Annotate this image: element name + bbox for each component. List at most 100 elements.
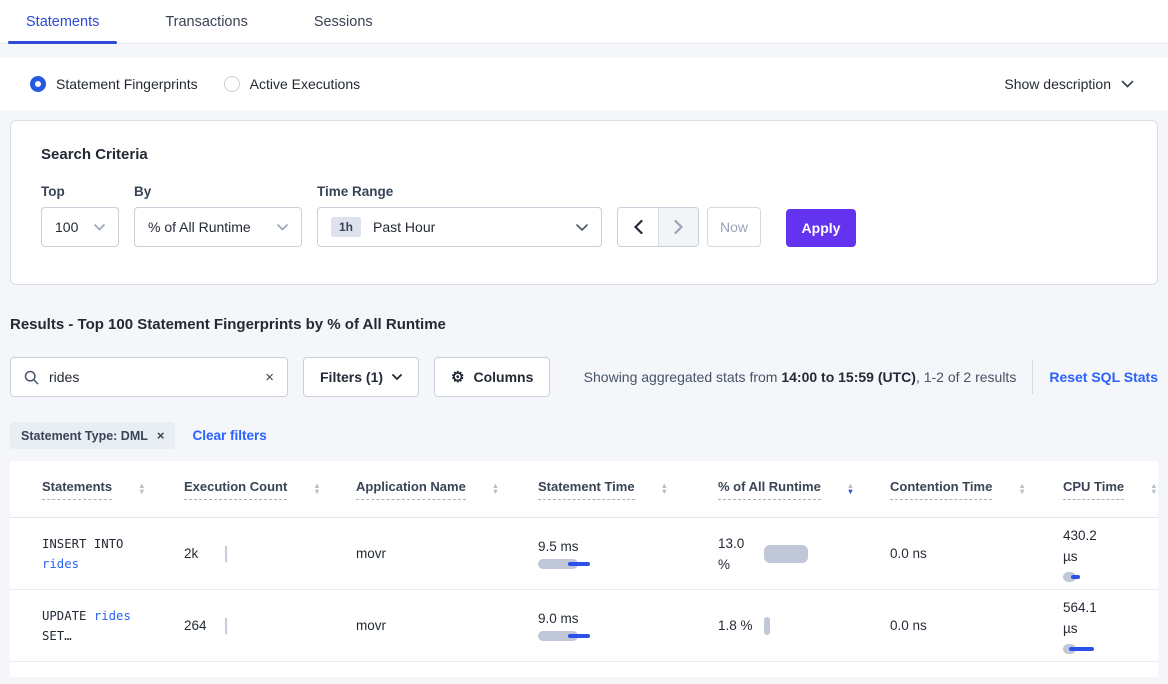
- statement-link[interactable]: rides: [42, 556, 80, 571]
- sort-icon[interactable]: ▲ ▼: [491, 480, 500, 496]
- view-radio-group: Statement Fingerprints Active Executions: [30, 76, 360, 92]
- by-select[interactable]: % of All Runtime: [134, 207, 302, 247]
- table-row: UPDATE rides SET… 264 movr 9.0 ms 1.8 % …: [10, 590, 1158, 662]
- cpu-time-bar: [1063, 572, 1158, 582]
- column-header-statement-time[interactable]: Statement Time ▲ ▼: [538, 479, 718, 500]
- sort-icon[interactable]: ▲ ▼: [1018, 480, 1026, 496]
- aggregated-stats-text: Showing aggregated stats from 14:00 to 1…: [584, 369, 1017, 385]
- radio-statement-fingerprints-label: Statement Fingerprints: [56, 76, 198, 92]
- filter-chip-row: Statement Type: DML × Clear filters: [10, 422, 1168, 449]
- chevron-down-icon: [392, 374, 402, 380]
- filters-button-label: Filters (1): [320, 369, 384, 385]
- statement-time-cell: 9.5 ms: [538, 539, 718, 569]
- statements-table: Statements ▲ ▼ Execution Count ▲ ▼ Applica…: [10, 461, 1158, 677]
- chevron-down-icon: [94, 223, 105, 231]
- cpu-time-cell: 430.2 µs: [1063, 525, 1158, 582]
- columns-button[interactable]: ⚙ Columns: [434, 357, 551, 397]
- time-range-label: Time Range: [317, 184, 394, 199]
- column-header-application-name[interactable]: Application Name ▲ ▼: [356, 479, 538, 500]
- columns-button-label: Columns: [473, 369, 534, 385]
- previous-time-window-button[interactable]: [618, 208, 658, 246]
- search-input[interactable]: [49, 369, 266, 385]
- statement-fingerprint-cell: INSERT INTO rides: [42, 536, 124, 571]
- by-select-value: % of All Runtime: [148, 219, 251, 235]
- sort-icon-active-desc[interactable]: ▲ ▼: [846, 480, 855, 496]
- sort-icon[interactable]: ▲ ▼: [1150, 480, 1158, 496]
- tab-statements[interactable]: Statements: [8, 0, 118, 44]
- column-header-execution-count[interactable]: Execution Count ▲ ▼: [184, 479, 356, 500]
- chevron-down-icon: [576, 223, 588, 231]
- execution-count-bar: [225, 617, 227, 634]
- results-toolbar: × Filters (1) ⚙ Columns Showing aggregat…: [10, 357, 1158, 397]
- time-range-badge: 1h: [331, 217, 362, 237]
- statement-time-bar: [538, 558, 718, 569]
- filter-chip-statement-type[interactable]: Statement Type: DML ×: [10, 422, 176, 449]
- divider: [1032, 360, 1034, 394]
- cpu-time-cell: 564.1 µs: [1063, 597, 1158, 654]
- remove-filter-icon[interactable]: ×: [156, 428, 165, 443]
- application-name-cell: movr: [356, 618, 386, 633]
- contention-time-cell: 0.0 ns: [890, 546, 927, 561]
- search-criteria-title: Search Criteria: [41, 146, 148, 163]
- top-select[interactable]: 100: [41, 207, 119, 247]
- statement-search-box[interactable]: ×: [10, 357, 288, 397]
- show-description-toggle[interactable]: Show description: [1004, 76, 1134, 92]
- execution-count-bar: [225, 545, 227, 562]
- table-header-row: Statements ▲ ▼ Execution Count ▲ ▼ Applica…: [10, 461, 1158, 518]
- by-field: By % of All Runtime: [134, 184, 302, 247]
- results-heading: Results - Top 100 Statement Fingerprints…: [10, 316, 446, 333]
- sql-activity-tabbar: Statements Transactions Sessions: [0, 0, 1168, 44]
- top-select-value: 100: [55, 219, 79, 235]
- statement-time-bar: [538, 630, 718, 641]
- chevron-down-icon: [1121, 80, 1134, 88]
- gear-icon: ⚙: [451, 369, 465, 386]
- statement-time-cell: 9.0 ms: [538, 611, 718, 641]
- execution-count-cell: 264: [184, 617, 356, 634]
- sort-icon[interactable]: ▲ ▼: [313, 480, 321, 496]
- tab-transactions[interactable]: Transactions: [165, 13, 248, 30]
- top-label: Top: [41, 184, 65, 199]
- stats-suffix: , 1-2 of 2 results: [915, 369, 1017, 385]
- time-window-arrows: [617, 207, 699, 247]
- column-header-pct-all-runtime[interactable]: % of All Runtime ▲ ▼: [718, 479, 890, 500]
- top-field: Top 100: [41, 184, 119, 247]
- filter-chip-label: Statement Type: DML: [21, 428, 148, 443]
- apply-button[interactable]: Apply: [786, 209, 856, 247]
- sort-icon[interactable]: ▲ ▼: [660, 480, 669, 496]
- stats-prefix: Showing aggregated stats from: [583, 369, 782, 385]
- clear-search-icon[interactable]: ×: [265, 368, 274, 386]
- clear-filters-link[interactable]: Clear filters: [192, 428, 267, 443]
- time-range-value: Past Hour: [373, 219, 436, 235]
- execution-count-cell: 2k: [184, 545, 356, 562]
- pct-runtime-bar: [764, 616, 770, 635]
- statement-fingerprint-cell: UPDATE rides SET…: [42, 608, 131, 643]
- chevron-down-icon: [277, 223, 288, 231]
- time-range-field: Time Range 1h Past Hour: [317, 184, 602, 247]
- stats-time-range: 14:00 to 15:59 (UTC): [781, 369, 916, 385]
- filters-button[interactable]: Filters (1): [303, 357, 420, 397]
- now-button[interactable]: Now: [707, 207, 761, 247]
- column-header-statements[interactable]: Statements ▲ ▼: [42, 479, 184, 500]
- pct-runtime-cell: 13.0 %: [718, 533, 890, 575]
- time-range-select[interactable]: 1h Past Hour: [317, 207, 602, 247]
- pct-runtime-cell: 1.8 %: [718, 615, 890, 636]
- chevron-left-icon: [633, 220, 643, 234]
- search-icon: [24, 370, 39, 384]
- radio-active-executions-label: Active Executions: [249, 76, 361, 92]
- pct-runtime-bar: [764, 544, 808, 563]
- radio-statement-fingerprints[interactable]: Statement Fingerprints: [30, 76, 198, 92]
- radio-selected-icon[interactable]: [30, 76, 46, 92]
- sort-icon[interactable]: ▲ ▼: [138, 480, 146, 496]
- next-time-window-button[interactable]: [658, 208, 698, 246]
- column-header-contention-time[interactable]: Contention Time ▲ ▼: [890, 479, 1063, 500]
- show-description-label: Show description: [1004, 76, 1111, 92]
- reset-sql-stats-link[interactable]: Reset SQL Stats: [1049, 369, 1158, 385]
- table-row: INSERT INTO rides 2k movr 9.5 ms 13.0 % …: [10, 518, 1158, 590]
- radio-unselected-icon[interactable]: [223, 76, 240, 92]
- statement-link[interactable]: rides: [93, 608, 131, 623]
- chevron-right-icon: [674, 220, 683, 234]
- application-name-cell: movr: [356, 546, 386, 561]
- radio-active-executions[interactable]: Active Executions: [223, 76, 361, 92]
- column-header-cpu-time[interactable]: CPU Time ▲ ▼: [1063, 479, 1158, 500]
- tab-sessions[interactable]: Sessions: [313, 13, 373, 30]
